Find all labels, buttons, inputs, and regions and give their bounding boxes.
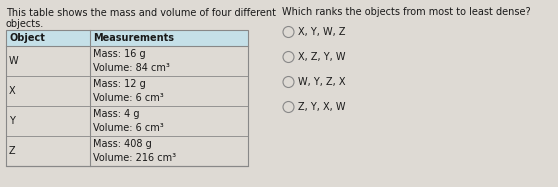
Text: Mass: 408 g: Mass: 408 g	[93, 139, 152, 149]
Text: X, Y, W, Z: X, Y, W, Z	[298, 27, 345, 37]
Text: Measurements: Measurements	[93, 33, 174, 43]
Text: This table shows the mass and volume of four different: This table shows the mass and volume of …	[6, 8, 276, 18]
Text: Object: Object	[9, 33, 45, 43]
Text: X: X	[9, 86, 16, 96]
Text: W, Y, Z, X: W, Y, Z, X	[298, 77, 345, 87]
Text: Mass: 16 g: Mass: 16 g	[93, 49, 146, 59]
Text: Volume: 84 cm³: Volume: 84 cm³	[93, 63, 170, 73]
Text: Which ranks the objects from most to least dense?: Which ranks the objects from most to lea…	[282, 7, 531, 17]
Text: Z: Z	[9, 146, 16, 156]
Bar	[6, 30, 248, 46]
Text: Z, Y, X, W: Z, Y, X, W	[298, 102, 345, 112]
Bar	[6, 76, 248, 106]
Text: Volume: 6 cm³: Volume: 6 cm³	[93, 123, 163, 133]
Text: objects.: objects.	[6, 19, 44, 29]
Text: X, Z, Y, W: X, Z, Y, W	[298, 52, 345, 62]
Bar	[6, 106, 248, 136]
Text: Mass: 12 g: Mass: 12 g	[93, 79, 146, 89]
Text: Y: Y	[9, 116, 15, 126]
Bar	[6, 46, 248, 76]
Bar	[6, 30, 248, 166]
Bar	[6, 136, 248, 166]
Text: Mass: 4 g: Mass: 4 g	[93, 109, 140, 119]
Text: Volume: 6 cm³: Volume: 6 cm³	[93, 93, 163, 103]
Text: Volume: 216 cm³: Volume: 216 cm³	[93, 153, 176, 163]
Text: W: W	[9, 56, 18, 66]
